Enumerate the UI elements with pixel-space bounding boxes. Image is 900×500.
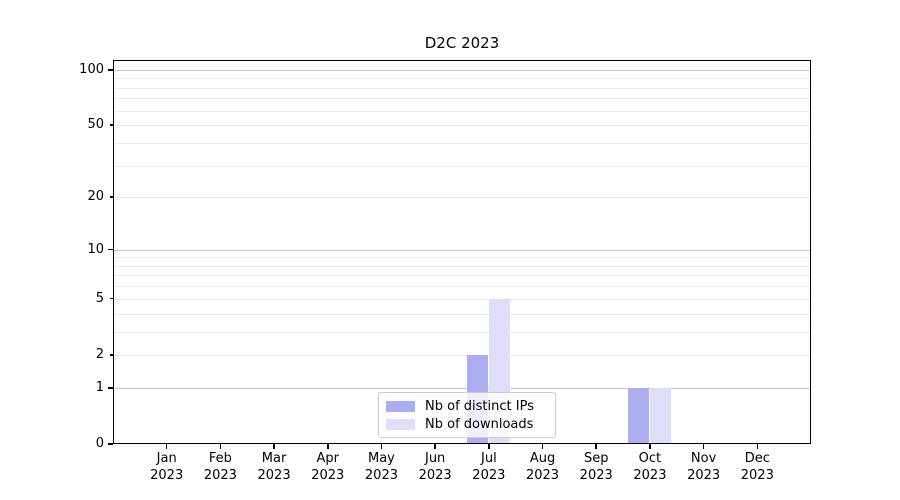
x-tick-label: Apr 2023 <box>311 451 345 483</box>
gridline-minor <box>113 286 811 288</box>
x-tick-mark <box>649 444 651 449</box>
y-tick-mark <box>110 196 113 198</box>
legend-item-distinct-ips: Nb of distinct IPs <box>386 397 546 415</box>
gridline-minor <box>113 313 811 315</box>
y-tick-label: 50 <box>87 117 104 133</box>
x-tick-mark <box>702 444 705 449</box>
x-tick-mark <box>541 444 544 449</box>
bar <box>628 387 650 444</box>
gridline-minor <box>113 331 811 333</box>
gridline-minor <box>113 78 811 80</box>
x-tick-mark <box>219 444 222 449</box>
y-tick-mark <box>108 248 113 251</box>
legend-swatch-downloads-icon <box>386 418 415 430</box>
gridline-minor <box>113 275 811 277</box>
legend: Nb of distinct IPs Nb of downloads <box>378 392 556 438</box>
gridline-minor <box>113 298 811 300</box>
y-tick-mark <box>110 297 113 300</box>
y-tick-mark <box>108 387 113 389</box>
x-tick-label: Jan 2023 <box>150 451 184 483</box>
gridline-minor <box>113 165 811 167</box>
x-tick-mark <box>488 444 490 449</box>
x-tick-mark <box>380 444 383 449</box>
legend-label-downloads: Nb of downloads <box>425 416 534 432</box>
y-tick-mark <box>108 443 113 445</box>
x-tick-mark <box>165 444 168 449</box>
x-tick-mark <box>434 444 436 449</box>
x-tick-label: Jun 2023 <box>418 451 452 483</box>
gridline-minor <box>113 125 811 127</box>
x-tick-label: Jul 2023 <box>472 451 506 483</box>
x-tick-mark <box>273 444 275 449</box>
gridline-minor <box>113 197 811 199</box>
y-tick-label: 0 <box>95 436 104 451</box>
y-tick-mark <box>110 354 113 356</box>
y-tick-label: 5 <box>95 290 104 306</box>
chart-title: D2C 2023 <box>424 34 500 52</box>
gridline-major <box>113 387 811 389</box>
gridline-minor <box>113 354 811 356</box>
x-tick-mark <box>595 444 597 449</box>
y-tick-mark <box>110 124 113 126</box>
x-tick-label: Dec 2023 <box>740 451 774 483</box>
plot-area <box>113 60 811 444</box>
x-tick-label: Sep 2023 <box>579 451 613 483</box>
x-tick-mark <box>756 444 759 449</box>
gridline-major <box>113 249 811 251</box>
legend-item-downloads: Nb of downloads <box>386 415 546 433</box>
x-tick-mark <box>327 444 329 449</box>
y-tick-mark <box>108 69 113 71</box>
y-tick-label: 10 <box>87 241 104 257</box>
gridline-minor <box>113 265 811 267</box>
y-tick-label: 2 <box>95 346 104 362</box>
x-tick-label: Aug 2023 <box>525 451 560 483</box>
y-tick-label: 20 <box>87 189 104 205</box>
x-tick-label: Feb 2023 <box>203 451 237 483</box>
x-tick-label: Nov 2023 <box>687 451 721 483</box>
gridline-minor <box>113 110 811 112</box>
x-tick-label: Mar 2023 <box>257 451 291 483</box>
y-tick-label: 100 <box>79 61 104 77</box>
x-tick-label: May 2023 <box>364 451 398 483</box>
legend-label-distinct-ips: Nb of distinct IPs <box>425 398 534 414</box>
gridline-minor <box>113 257 811 259</box>
gridline-minor <box>113 142 811 144</box>
gridline-minor <box>113 87 811 89</box>
bar <box>650 387 672 444</box>
gridline-major <box>113 69 811 71</box>
y-tick-label: 1 <box>95 379 104 395</box>
gridline-minor <box>113 98 811 100</box>
legend-swatch-distinct-ips-icon <box>386 400 415 412</box>
x-tick-label: Oct 2023 <box>633 451 667 483</box>
